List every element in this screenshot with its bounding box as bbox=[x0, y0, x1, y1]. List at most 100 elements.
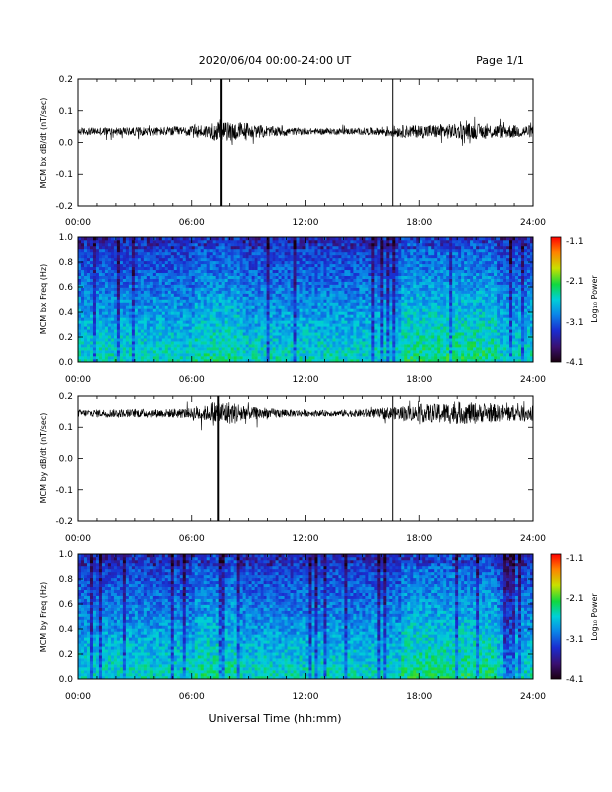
heatmap-cell bbox=[302, 293, 306, 297]
heatmap-cell bbox=[362, 350, 366, 354]
heatmap-cell bbox=[347, 317, 351, 321]
heatmap-cell bbox=[269, 299, 273, 303]
heatmap-cell bbox=[290, 278, 294, 282]
heatmap-cell bbox=[314, 356, 318, 360]
heatmap-cell bbox=[164, 237, 169, 241]
heatmap-cell bbox=[146, 296, 151, 300]
heatmap-cell bbox=[281, 347, 285, 351]
heatmap-cell bbox=[308, 314, 312, 318]
heatmap-cell bbox=[371, 344, 375, 348]
heatmap-cell bbox=[338, 251, 342, 256]
heatmap-cell bbox=[326, 296, 330, 300]
heatmap-cell bbox=[215, 299, 219, 303]
heatmap-cell bbox=[197, 254, 202, 259]
heatmap-cell bbox=[305, 296, 309, 300]
heatmap-cell bbox=[296, 281, 300, 285]
heatmap-cell bbox=[191, 347, 196, 351]
heatmap-cell bbox=[152, 239, 157, 244]
heatmap-cell bbox=[146, 299, 151, 303]
heatmap-cell bbox=[104, 281, 109, 285]
heatmap-cell bbox=[188, 266, 193, 271]
heatmap-cell bbox=[113, 320, 118, 324]
heatmap-cell bbox=[185, 341, 190, 345]
heatmap-cell bbox=[239, 320, 243, 324]
heatmap-cell bbox=[125, 278, 130, 282]
heatmap-cell bbox=[137, 344, 142, 348]
heatmap-cell bbox=[425, 272, 429, 276]
heatmap-cell bbox=[167, 263, 172, 268]
heatmap-cell bbox=[278, 347, 282, 351]
heatmap-cell bbox=[188, 320, 193, 324]
heatmap-cell bbox=[266, 353, 270, 357]
heatmap-cell bbox=[128, 254, 133, 259]
heatmap-cell bbox=[302, 317, 306, 321]
heatmap-cell bbox=[167, 332, 172, 336]
heatmap-cell bbox=[263, 350, 267, 354]
heatmap-cell bbox=[78, 287, 82, 291]
heatmap-cell bbox=[113, 323, 118, 327]
heatmap-cell bbox=[353, 302, 357, 306]
heatmap-cell bbox=[275, 275, 279, 279]
heatmap-cell bbox=[203, 344, 208, 348]
heatmap-cell bbox=[221, 320, 225, 324]
heatmap-cell bbox=[341, 305, 345, 309]
heatmap-cell bbox=[125, 251, 130, 256]
heatmap-cell bbox=[125, 341, 130, 345]
heatmap-cell bbox=[359, 308, 363, 312]
heatmap-cell bbox=[104, 287, 109, 291]
heatmap-cell bbox=[359, 290, 363, 294]
heatmap-cell bbox=[425, 248, 429, 253]
heatmap-cell bbox=[293, 302, 297, 306]
heatmap-cell bbox=[158, 248, 163, 253]
heatmap-cell bbox=[200, 302, 205, 306]
heatmap-cell bbox=[176, 332, 181, 336]
heatmap-cell bbox=[299, 284, 303, 288]
heatmap-cell bbox=[128, 266, 133, 271]
heatmap-cell bbox=[314, 287, 318, 291]
heatmap-cell bbox=[317, 344, 321, 348]
heatmap-cell bbox=[239, 326, 243, 330]
heatmap-cell bbox=[365, 311, 369, 315]
heatmap-cell bbox=[359, 326, 363, 330]
heatmap-cell bbox=[404, 302, 408, 306]
heatmap-cell bbox=[344, 335, 348, 339]
heatmap-cell bbox=[365, 263, 369, 268]
heatmap-cell bbox=[380, 320, 384, 324]
heatmap-cell bbox=[95, 323, 100, 327]
heatmap-cell bbox=[329, 326, 333, 330]
heatmap-cell bbox=[143, 332, 148, 336]
heatmap-cell bbox=[311, 245, 315, 250]
heatmap-cell bbox=[383, 332, 387, 336]
heatmap-cell bbox=[137, 284, 142, 288]
heatmap-cell bbox=[227, 323, 231, 327]
heatmap-cell bbox=[134, 290, 139, 294]
heatmap-cell bbox=[173, 344, 178, 348]
heatmap-cell bbox=[134, 353, 139, 357]
heatmap-cell bbox=[422, 308, 426, 312]
heatmap-cell bbox=[326, 326, 330, 330]
heatmap-cell bbox=[155, 332, 160, 336]
heatmap-cell bbox=[272, 281, 276, 285]
heatmap-cell bbox=[305, 272, 309, 276]
heatmap-cell bbox=[236, 338, 240, 342]
heatmap-cell bbox=[173, 302, 178, 306]
heatmap-cell bbox=[131, 257, 136, 262]
heatmap-cell bbox=[290, 290, 294, 294]
heatmap-cell bbox=[113, 329, 118, 333]
heatmap-cell bbox=[317, 335, 321, 339]
heatmap-cell bbox=[293, 314, 297, 318]
heatmap-cell bbox=[104, 347, 109, 351]
heatmap-cell bbox=[110, 266, 115, 271]
heatmap-cell bbox=[338, 302, 342, 306]
heatmap-cell bbox=[329, 317, 333, 321]
heatmap-cell bbox=[419, 242, 423, 247]
heatmap-cell bbox=[236, 237, 240, 241]
heatmap-cell bbox=[239, 329, 243, 333]
heatmap-cell bbox=[425, 329, 429, 333]
heatmap-cell bbox=[395, 257, 399, 262]
heatmap-cell bbox=[329, 311, 333, 315]
heatmap-cell bbox=[356, 254, 360, 259]
heatmap-cell bbox=[242, 257, 246, 262]
heatmap-cell bbox=[194, 237, 199, 241]
heatmap-cell bbox=[191, 293, 196, 297]
